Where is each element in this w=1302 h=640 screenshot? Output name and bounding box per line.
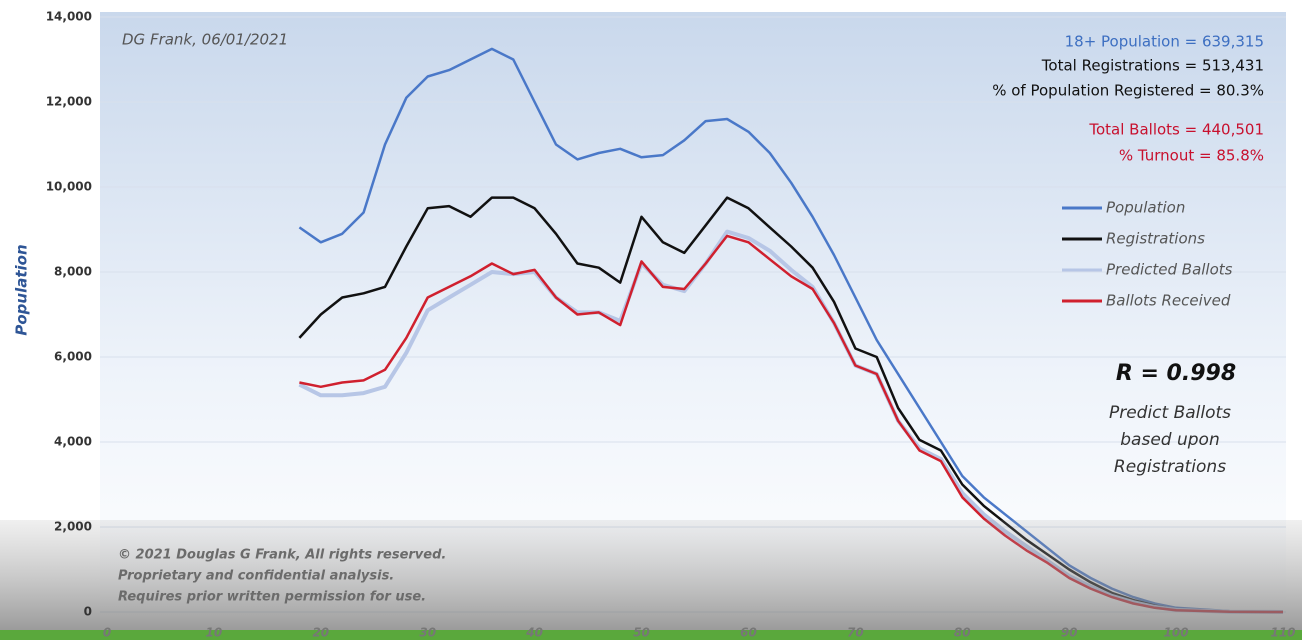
copyright-text: Proprietary and confidential analysis.	[118, 569, 394, 584]
y-tick-label: 2,000	[54, 520, 92, 534]
overlay-band	[0, 520, 1302, 632]
y-tick-label: 0	[84, 605, 92, 619]
y-tick-label: 10,000	[46, 180, 92, 194]
x-tick-label: 110	[1270, 626, 1295, 640]
y-tick-label: 8,000	[54, 265, 92, 279]
x-tick-label: 20	[312, 626, 329, 640]
x-tick-label: 70	[847, 626, 864, 640]
stat-text: Total Registrations = 513,431	[1041, 57, 1264, 75]
copyright-text: Requires prior written permission for us…	[118, 590, 426, 605]
x-tick-label: 0	[103, 626, 111, 640]
y-tick-label: 12,000	[46, 95, 92, 109]
y-axis-label: Population	[13, 244, 31, 335]
x-tick-label: 50	[633, 626, 650, 640]
x-tick-label: 40	[525, 626, 543, 640]
legend-label: Ballots Received	[1106, 292, 1231, 310]
y-tick-label: 4,000	[54, 435, 92, 449]
x-tick-label: 60	[740, 626, 757, 640]
y-tick-label: 6,000	[54, 350, 92, 364]
plot-area	[100, 12, 1286, 612]
credit: DG Frank, 06/01/2021	[122, 31, 288, 49]
note-text: Predict Ballots	[1109, 403, 1231, 423]
legend-label: Registrations	[1106, 230, 1205, 248]
x-tick-label: 80	[954, 626, 971, 640]
bottom-bar	[0, 630, 1302, 640]
stat-text: 18+ Population = 639,315	[1065, 33, 1264, 51]
r-value: R = 0.998	[1116, 361, 1236, 386]
x-tick-label: 30	[419, 626, 436, 640]
note-text: Registrations	[1114, 457, 1226, 477]
stat-text: % Turnout = 85.8%	[1119, 147, 1264, 165]
note-text: based upon	[1120, 430, 1219, 450]
copyright-text: © 2021 Douglas G Frank, All rights reser…	[118, 548, 446, 563]
x-tick-label: 90	[1061, 626, 1078, 640]
legend-label: Population	[1106, 199, 1185, 217]
y-tick-label: 14,000	[46, 10, 92, 24]
stat-text: % of Population Registered = 80.3%	[992, 82, 1264, 100]
legend-label: Predicted Ballots	[1106, 261, 1233, 279]
x-tick-label: 100	[1164, 626, 1189, 640]
stat-text: Total Ballots = 440,501	[1088, 121, 1264, 139]
x-tick-label: 10	[206, 626, 223, 640]
